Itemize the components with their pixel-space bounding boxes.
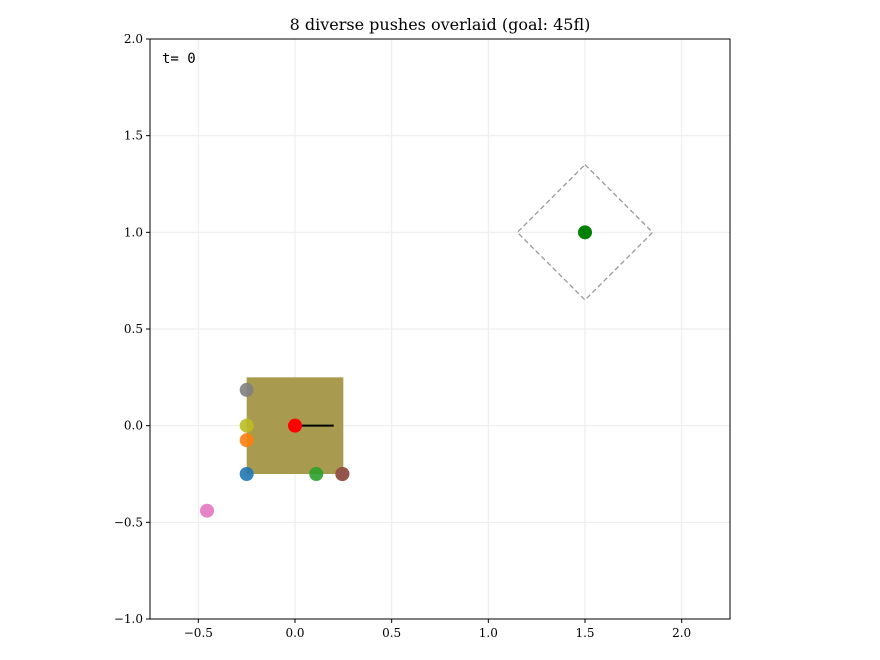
time-annotation: t= 0 [162,51,196,67]
y-tick-label: 2.0 [124,32,143,46]
pusher-marker-2 [239,433,254,448]
pusher-marker-3 [309,467,324,481]
x-tick-label: 2.0 [672,626,691,640]
grid [150,38,730,620]
y-tick-label: −0.5 [114,515,143,529]
pusher-marker-1 [239,467,254,481]
y-tick-label: 1.5 [124,129,143,143]
x-tick-label: 0.0 [285,626,304,640]
pusher-marker-5 [335,467,350,481]
x-tick-label: 0.5 [382,626,401,640]
goal-center-marker [578,225,592,240]
y-tick-label: −1.0 [114,612,143,626]
marker-layer [200,225,592,518]
object-center-marker [288,418,302,433]
y-tick-label: 0.5 [124,322,143,336]
x-tick-label: 1.0 [479,626,498,640]
y-tick-label: 0.0 [124,419,143,433]
x-tick-label: 1.5 [575,626,594,640]
y-tick-label: 1.0 [124,225,143,239]
pusher-marker-8 [239,418,254,433]
tick-layer: −0.5 0.0 0.5 1.0 1.5 2.0 −1.0 −0.5 0.0 0.5 1.0 1.5 2… [114,32,691,640]
pusher-marker-6 [200,503,215,518]
pusher-marker-7 [239,382,254,397]
chart-title: 8 diverse pushes overlaid (goal: 45fl) [290,15,591,34]
x-tick-label: −0.5 [184,626,213,640]
